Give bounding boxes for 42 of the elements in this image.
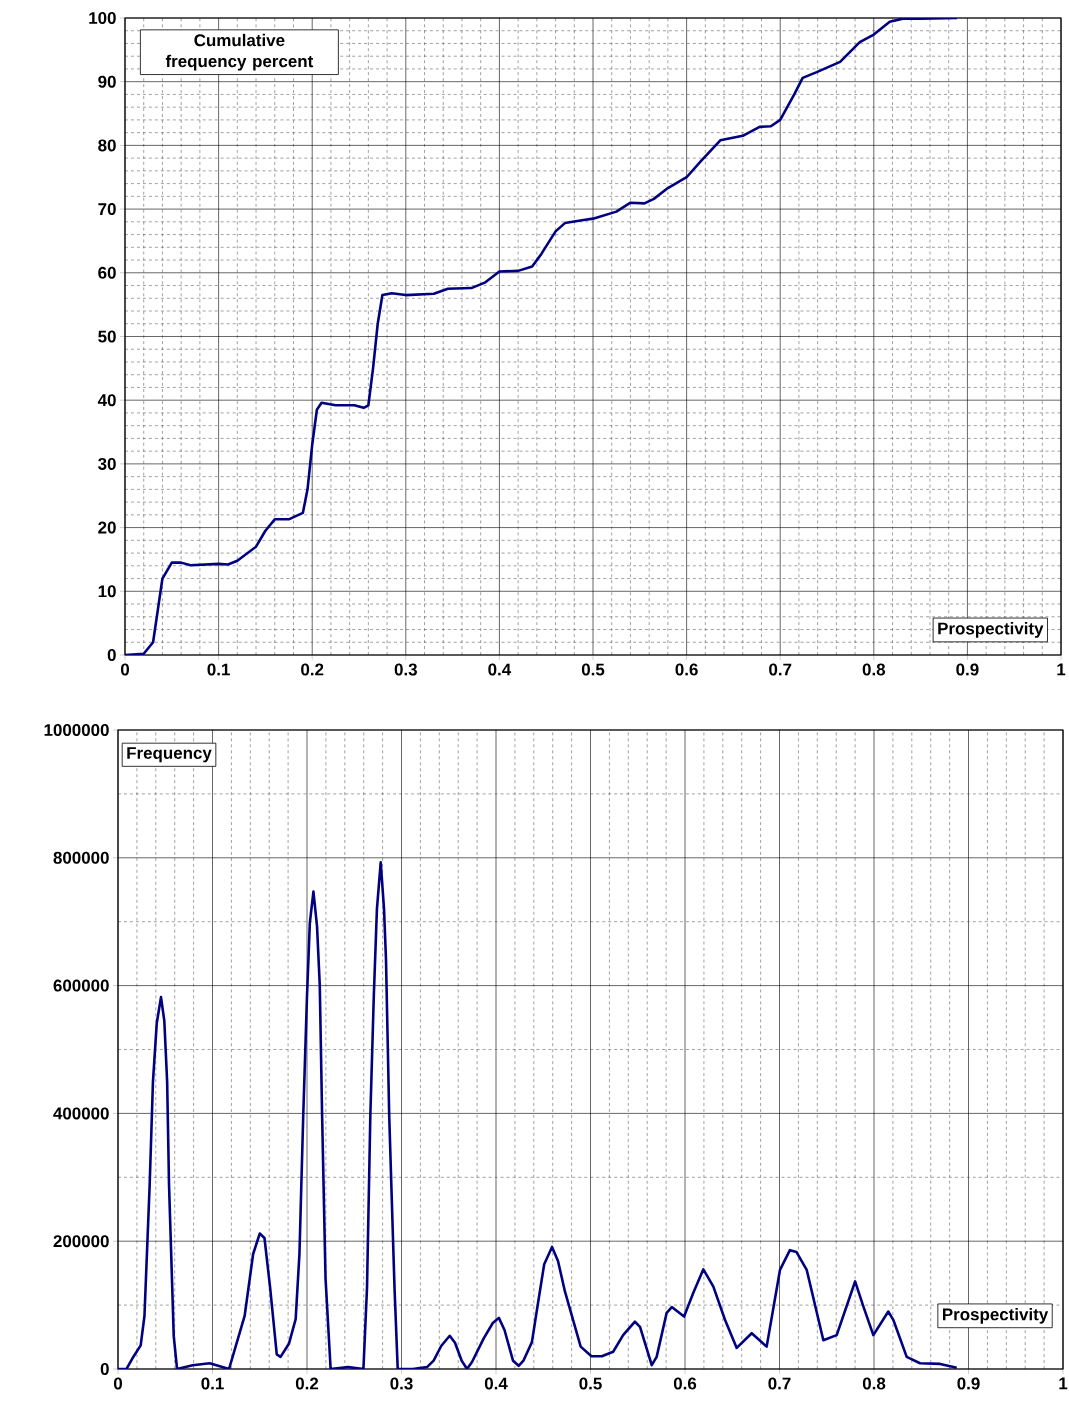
y-tick-label: 30	[98, 457, 116, 470]
x-tick-label: 0.4	[484, 1377, 508, 1390]
y-tick-label: 90	[98, 75, 116, 88]
x-tick-label: 0.1	[201, 1377, 224, 1390]
y-tick-label: 200000	[53, 1235, 109, 1248]
x-axis-title: Prospectivity	[938, 622, 1044, 638]
y-tick-label: 80	[98, 139, 116, 152]
y-tick-label: 70	[98, 203, 116, 216]
y-tick-label: 800000	[53, 851, 109, 864]
x-tick-label: 0.7	[769, 663, 792, 676]
x-tick-label: 1	[1057, 663, 1066, 676]
x-tick-label: 0.6	[673, 1377, 697, 1390]
x-tick-label: 0.4	[488, 663, 512, 676]
x-tick-label: 0.8	[862, 663, 886, 676]
y-tick-label: 100	[89, 11, 116, 24]
x-tick-label: 0.2	[301, 663, 324, 676]
x-tick-label: 0	[120, 663, 130, 676]
y-tick-label: 0	[107, 648, 116, 661]
y-tick-label: 50	[98, 330, 116, 343]
y-tick-label: 1000000	[44, 723, 109, 736]
x-tick-label: 1	[1059, 1377, 1068, 1390]
x-tick-label: 0.8	[862, 1377, 886, 1390]
y-axis-title: Cumulative frequency percent	[165, 33, 314, 71]
x-tick-label: 0.3	[390, 1377, 413, 1390]
x-tick-label: 0.5	[581, 663, 605, 676]
x-axis-title: Prospectivity	[942, 1307, 1049, 1324]
y-tick-label: 0	[100, 1363, 109, 1375]
y-tick-label: 40	[97, 394, 116, 407]
x-tick-label: 0.5	[579, 1377, 602, 1390]
y-tick-label: 600000	[53, 979, 109, 992]
x-tick-label: 0.9	[957, 1377, 980, 1390]
x-tick-label: 0.3	[394, 663, 417, 676]
y-tick-label: 10	[98, 585, 116, 598]
x-tick-label: 0.7	[768, 1377, 791, 1390]
x-tick-label: 0.2	[295, 1377, 319, 1390]
y-tick-label: 60	[98, 266, 116, 279]
x-tick-label: 0.6	[675, 663, 698, 676]
x-tick-label: 0.1	[207, 663, 230, 676]
y-axis-title: Frequency	[127, 747, 212, 763]
y-tick-label: 20	[98, 521, 116, 534]
y-tick-label: 400000	[53, 1107, 109, 1120]
x-tick-label: 0.9	[956, 663, 979, 676]
